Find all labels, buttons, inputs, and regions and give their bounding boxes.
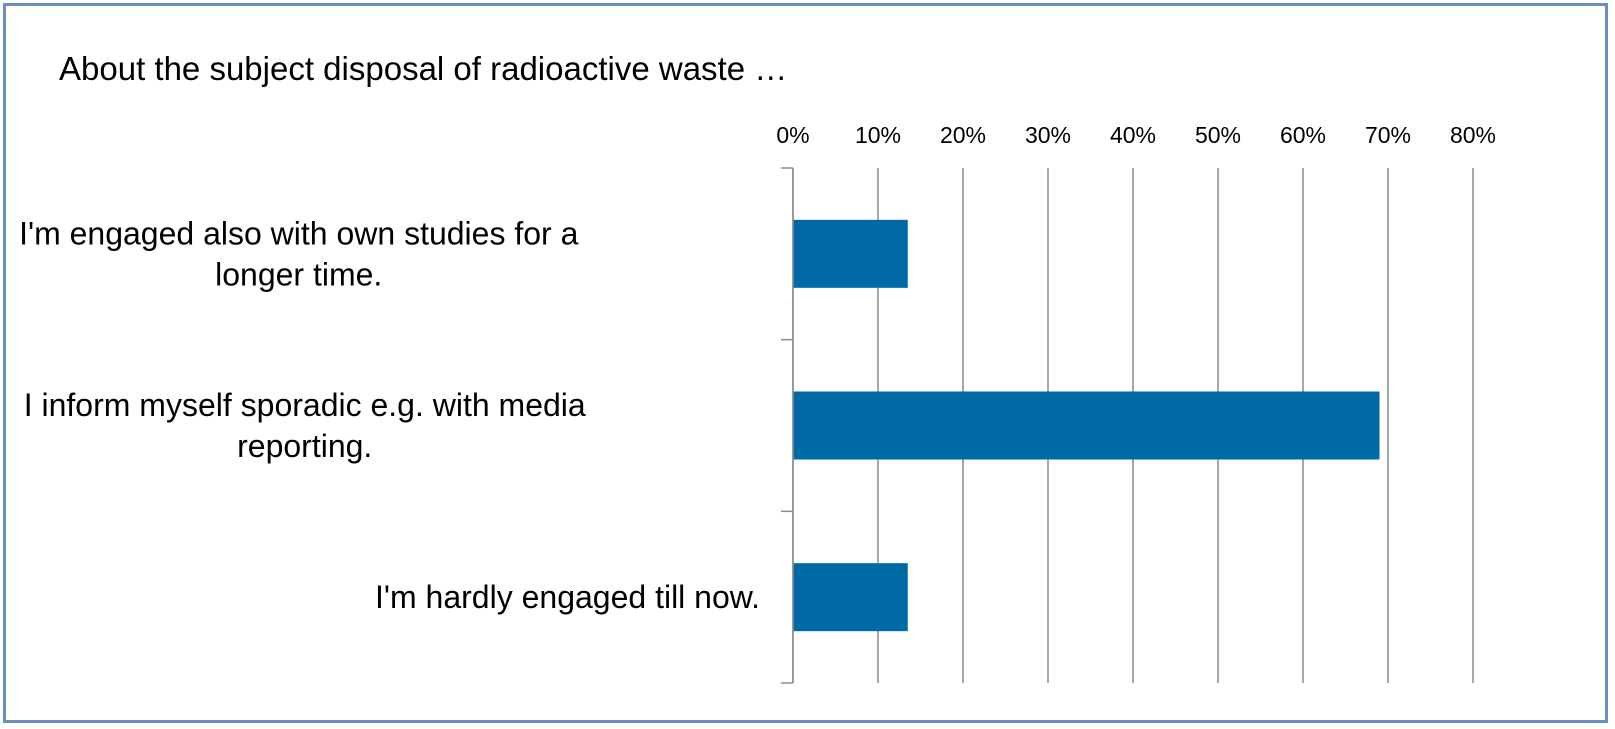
bar-2 <box>793 391 1380 460</box>
x-tick-label-70: 70% <box>1365 122 1411 148</box>
axes <box>781 167 794 684</box>
x-tick-label-80: 80% <box>1450 122 1496 148</box>
x-tick-label-40: 40% <box>1110 122 1156 148</box>
x-tick-label-50: 50% <box>1195 122 1241 148</box>
bar-1 <box>793 219 908 288</box>
x-tick-label-0: 0% <box>776 122 809 148</box>
x-tick-label-30: 30% <box>1025 122 1071 148</box>
category-label-3: I'm hardly engaged till now. <box>375 579 760 615</box>
x-tick-label-20: 20% <box>940 122 986 148</box>
labels: 0% 10% 20% 30% 40% 50% 60% 70% 80% I'm engaged al… <box>19 122 1496 615</box>
x-tick-label-10: 10% <box>855 122 901 148</box>
bar-3 <box>793 563 908 632</box>
bars <box>793 219 1380 632</box>
category-label-2: I inform myself sporadic e.g. with media… <box>24 387 586 464</box>
chart-title: About the subject disposal of radioactiv… <box>59 50 788 87</box>
x-tick-label-60: 60% <box>1280 122 1326 148</box>
